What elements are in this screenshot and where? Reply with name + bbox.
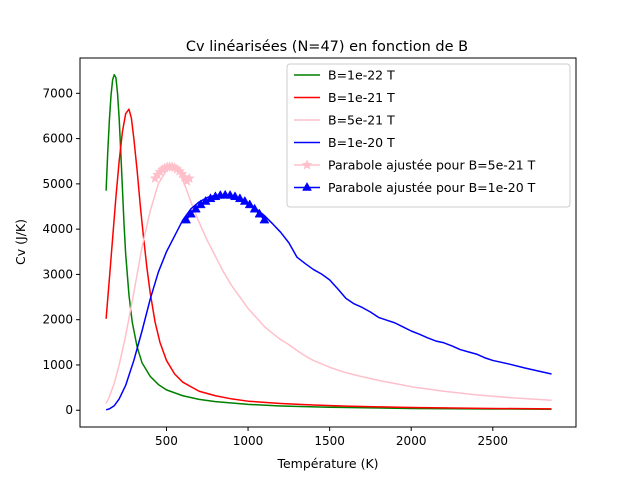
y-axis: 0 1000 2000 3000 4000 5000 6000 7000 [42,86,80,417]
y-tick-label: 5000 [42,177,73,191]
data-point [244,199,255,209]
data-point [185,208,196,218]
legend-label: B=5e-21 T [328,113,395,128]
x-tick-label: 2500 [478,434,509,448]
series-line [105,194,552,411]
legend-item: Parabole ajustée pour B=5e-21 T [294,158,536,173]
data-point [181,214,192,224]
plot-area [105,74,552,411]
legend-label: Parabole ajustée pour B=1e-20 T [328,180,536,195]
legend-label: Parabole ajustée pour B=5e-21 T [328,158,536,173]
chart-title: Cv linéarisées (N=47) en fonction de B [186,39,468,55]
x-tick-label: 1000 [233,434,264,448]
x-tick-label: 1500 [314,434,345,448]
legend-box [286,63,571,208]
series-parabole-ajust-e-pour-b-5e-21-t [149,161,195,186]
series-b-1e-22-t [105,74,552,410]
data-point [190,203,201,213]
y-axis-label: Cv (J/K) [13,219,28,265]
series-parabole-ajust-e-pour-b-1e-20-t [181,189,270,224]
legend-item: B=1e-22 T [294,68,395,83]
legend-item: B=5e-21 T [294,113,395,128]
plot-frame [79,57,577,428]
y-tick-label: 6000 [42,132,73,146]
series-line [105,74,552,410]
data-point [234,193,245,203]
data-point [183,172,195,184]
legend-item: Parabole ajustée pour B=1e-20 T [294,180,536,195]
legend-marker [302,181,312,191]
series-b-1e-21-t [105,108,552,410]
x-tick-label: 500 [155,434,178,448]
data-point [239,195,250,205]
series-b-5e-21-t [105,165,552,404]
legend-item: B=1e-20 T [294,135,395,150]
y-tick-label: 4000 [42,222,73,236]
legend-label: B=1e-20 T [328,135,395,150]
y-tick-label: 7000 [42,86,73,100]
data-point [230,191,240,201]
y-tick-label: 3000 [42,267,73,281]
legend-marker [301,159,313,170]
y-tick-label: 2000 [42,313,73,327]
y-tick-label: 0 [65,403,73,417]
legend-item: B=1e-21 T [294,90,395,105]
series-line [105,108,552,410]
data-point [249,203,260,213]
x-tick-label: 2000 [396,434,427,448]
data-point [254,208,265,218]
x-axis-label: Température (K) [276,456,378,471]
legend-label: B=1e-21 T [328,90,395,105]
series-line [105,165,552,404]
legend: B=1e-22 T B=1e-21 T B=5e-21 T B=1e-20 T Para… [286,63,571,208]
y-tick-label: 1000 [42,358,73,372]
series-b-1e-20-t [105,194,552,411]
data-point [259,214,270,224]
x-axis: 500 1000 1500 2000 2500 [155,427,508,448]
legend-label: B=1e-22 T [328,68,395,83]
